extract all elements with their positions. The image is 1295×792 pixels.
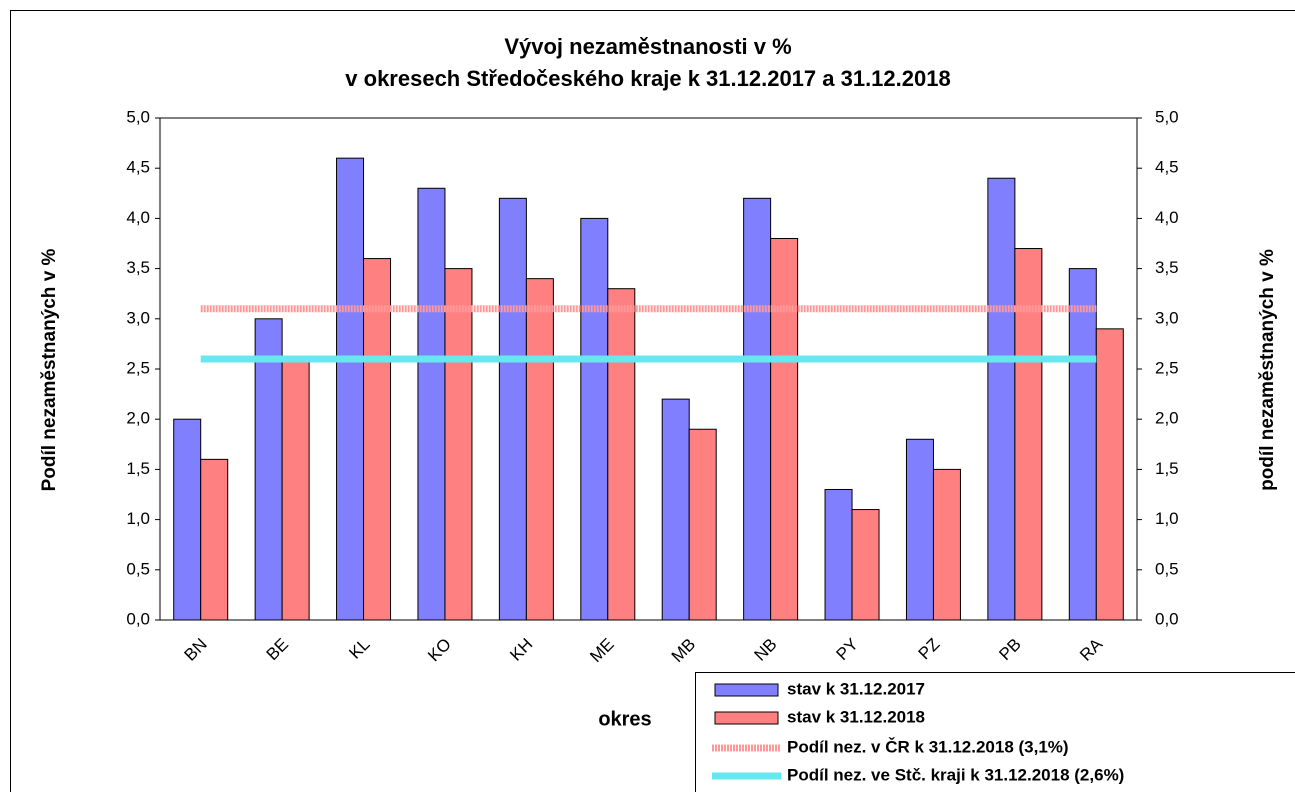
y-axis-label: Podíl nezaměstnaných v % — [39, 248, 60, 491]
y2-axis-label: podíl nezaměstnaných v % — [1257, 249, 1278, 491]
legend-label: Podíl nez. ve Stč. kraji k 31.12.2018 (2… — [787, 765, 1124, 784]
x-tick-label: PY — [833, 635, 862, 664]
bar — [525, 278, 554, 621]
y-tick-label: 3,0 — [126, 308, 150, 327]
y2-tick-label: 3,5 — [1155, 258, 1179, 277]
x-tick-label: BE — [263, 635, 292, 664]
chart-frame — [10, 10, 1295, 792]
bar — [770, 237, 799, 621]
y-tick-label: 1,5 — [126, 459, 150, 478]
x-tick-label: RA — [1076, 634, 1107, 665]
bar — [254, 318, 283, 621]
chart-title: v okresech Středočeského kraje k 31.12.2… — [345, 66, 950, 91]
x-axis-label: okres — [598, 708, 651, 730]
x-tick-label: MB — [668, 635, 699, 666]
bar — [281, 358, 310, 621]
bar — [363, 258, 392, 621]
bar — [661, 398, 690, 621]
x-tick-label: NB — [750, 635, 780, 665]
y2-tick-label: 4,5 — [1155, 158, 1179, 177]
y2-tick-label: 1,5 — [1155, 459, 1179, 478]
chart-title: Vývoj nezaměstnanosti v % — [504, 34, 791, 59]
x-tick-label: ME — [586, 635, 617, 666]
bar — [851, 509, 880, 621]
y-tick-label: 2,5 — [126, 358, 150, 377]
y2-tick-label: 0,0 — [1155, 609, 1179, 628]
y-tick-label: 1,0 — [126, 509, 150, 528]
bar — [824, 488, 853, 621]
legend-label: stav k 31.12.2017 — [787, 679, 925, 698]
bar — [743, 197, 772, 621]
legend-label: stav k 31.12.2018 — [787, 707, 925, 726]
bar — [200, 458, 229, 621]
x-tick-label: KH — [506, 635, 536, 665]
bar — [444, 268, 473, 621]
bar — [905, 438, 934, 621]
bar — [932, 468, 961, 621]
y2-tick-label: 3,0 — [1155, 308, 1179, 327]
y2-tick-label: 1,0 — [1155, 509, 1179, 528]
y-tick-label: 3,5 — [126, 258, 150, 277]
bar — [688, 428, 717, 621]
bar — [987, 177, 1016, 621]
x-tick-label: PZ — [915, 635, 944, 664]
bar — [417, 187, 446, 621]
bar — [1095, 328, 1124, 621]
x-tick-label: PB — [995, 635, 1024, 664]
bar — [498, 197, 527, 621]
bar — [607, 288, 636, 621]
bar — [173, 418, 202, 621]
bar — [1014, 248, 1043, 621]
bar — [1068, 268, 1097, 621]
y-tick-label: 4,0 — [126, 208, 150, 227]
y2-tick-label: 4,0 — [1155, 208, 1179, 227]
y2-tick-label: 2,5 — [1155, 358, 1179, 377]
y-tick-label: 4,5 — [126, 158, 150, 177]
bar — [580, 217, 609, 621]
x-tick-label: BN — [181, 635, 211, 665]
y2-tick-label: 0,5 — [1155, 559, 1179, 578]
y-tick-label: 2,0 — [126, 409, 150, 428]
y-tick-label: 5,0 — [126, 107, 150, 126]
legend-swatch — [714, 711, 779, 725]
legend-label: Podíl nez. v ČR k 31.12.2018 (3,1%) — [787, 737, 1069, 756]
y2-tick-label: 5,0 — [1155, 107, 1179, 126]
x-tick-label: KO — [424, 635, 455, 666]
legend-swatch — [714, 683, 779, 697]
bar — [336, 157, 365, 621]
x-tick-label: KL — [345, 635, 373, 663]
y2-tick-label: 2,0 — [1155, 409, 1179, 428]
y-tick-label: 0,0 — [126, 609, 150, 628]
legend — [695, 672, 1295, 792]
y-tick-label: 0,5 — [126, 559, 150, 578]
